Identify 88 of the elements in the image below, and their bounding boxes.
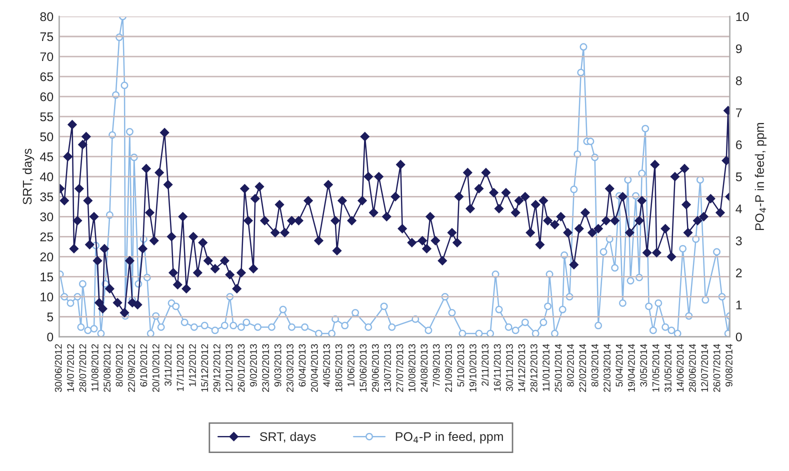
legend-label: SRT, days [260,432,316,444]
y-tick-label: 65 [40,72,54,82]
x-tick-label: 20/04/2013 [310,344,318,392]
x-tick-label: 29/12/2012 [213,344,220,392]
x-tick-label: 8/03/2014 [591,344,598,387]
x-tick-label: 26/07/2014 [713,344,720,392]
y-tick-label: 20 [40,252,54,262]
y-tick-label: 55 [40,112,54,122]
x-tick-label: 15/06/2013 [359,344,367,392]
y2-tick-label: 3 [736,236,742,246]
x-tick-label: 30/11/2013 [506,344,513,392]
y-tick-label: 5 [47,312,54,322]
y-tick-label: 10 [40,292,54,302]
y-tick-label: 80 [40,12,54,22]
y-tick-label: 25 [40,232,54,242]
x-tick-label: 5/04/2014 [616,344,623,387]
x-tick-label: 17/11/2012 [176,344,184,391]
x-tick-label: 16/11/2013 [494,344,501,391]
x-tick-label: 2/11/2013 [481,344,489,386]
y2-tick-label: 8 [736,76,742,86]
y-tick-label: 60 [40,92,54,102]
x-tick-label: 15/12/2012 [200,344,208,392]
x-tick-label: 22/09/2012 [128,344,135,392]
x-tick-label: 14/12/2013 [518,344,526,392]
x-tick-label: 21/09/2013 [444,344,452,392]
x-tick-label: 14/06/2014 [676,344,684,392]
x-tick-label: 9/08/2014 [725,344,732,386]
x-tick-label: 28/06/2014 [688,344,696,392]
x-tick-label: 8/02/2014 [566,344,574,387]
x-tick-label: 29/06/2013 [372,344,379,392]
y-axis-title: SRT, days [22,148,34,204]
x-tick-label: 10/08/2013 [408,344,416,392]
y2-tick-label: 1 [736,300,742,310]
x-tick-label: 26/01/2013 [238,344,245,392]
x-tick-label: 25/01/2014 [554,344,562,392]
y-tick-label: 70 [40,52,54,62]
x-tick-label: 12/07/2014 [700,344,708,392]
x-tick-label: 22/03/2014 [603,344,610,392]
legend-label: PO$_{4}$-P in feed, ppm [396,432,503,444]
y2-tick-label: 9 [736,44,742,54]
y2-tick-label: 7 [736,108,742,118]
x-tick-label: 31/05/2014 [664,344,672,392]
x-tick-label: 25/08/2012 [103,344,111,392]
x-tick-label: 4/05/2013 [322,344,330,387]
y-tick-label: 30 [40,212,54,222]
x-tick-label: 5/10/2013 [457,344,464,387]
x-tick-label: 11/08/2012 [91,344,98,391]
y2-tick-label: 0 [736,332,742,342]
y2-tick-label: 4 [736,204,742,214]
x-tick-label: 8/09/2012 [116,344,123,387]
x-tick-label: 22/02/2014 [578,344,586,392]
x-tick-label: 27/07/2013 [396,344,404,392]
x-tick-label: 1/12/2012 [188,344,196,386]
y2-axis-title: PO$_{4}$-P in feed, ppm [754,123,766,230]
x-tick-label: 9/02/2013 [250,344,257,386]
x-tick-label: 11/01/2014 [542,344,550,391]
x-tick-label: 19/10/2013 [469,344,476,392]
x-tick-label: 6/10/2012 [140,344,148,386]
x-tick-label: 28/07/2012 [79,344,86,392]
y-tick-label: 35 [40,192,54,202]
x-tick-label: 24/08/2013 [420,344,428,392]
x-tick-label: 20/10/2012 [152,344,160,392]
y2-tick-label: 2 [736,268,742,278]
x-tick-label: 6/04/2013 [298,344,306,386]
x-tick-label: 12/01/2013 [225,344,232,392]
y2-tick-label: 5 [736,172,742,182]
x-tick-label: 17/05/2014 [652,344,660,392]
x-tick-label: 13/07/2013 [384,344,392,392]
y-tick-label: 50 [40,132,54,142]
y-tick-label: 40 [40,172,54,182]
y-tick-label: 0 [47,332,54,342]
x-tick-label: 23/02/2013 [262,344,270,392]
x-tick-label: 18/05/2013 [335,344,342,392]
x-tick-label: 14/07/2012 [66,344,74,392]
x-tick-label: 7/09/2013 [432,344,440,386]
y2-tick-label: 10 [736,12,749,22]
x-tick-label: 28/12/2013 [530,344,538,392]
y2-tick-label: 6 [736,140,742,150]
x-tick-label: 1/06/2013 [347,344,354,386]
y-tick-label: 15 [40,272,54,282]
x-tick-label: 30/06/2012 [54,344,62,392]
x-tick-label: 3/11/2012 [164,344,172,386]
x-tick-label: 3/05/2014 [640,344,648,387]
y-tick-label: 45 [40,152,54,162]
x-tick-label: 19/04/2014 [628,344,635,392]
x-tick-label: 23/03/2013 [286,344,294,392]
y-tick-label: 75 [40,32,54,42]
x-tick-label: 9/03/2013 [274,344,282,386]
